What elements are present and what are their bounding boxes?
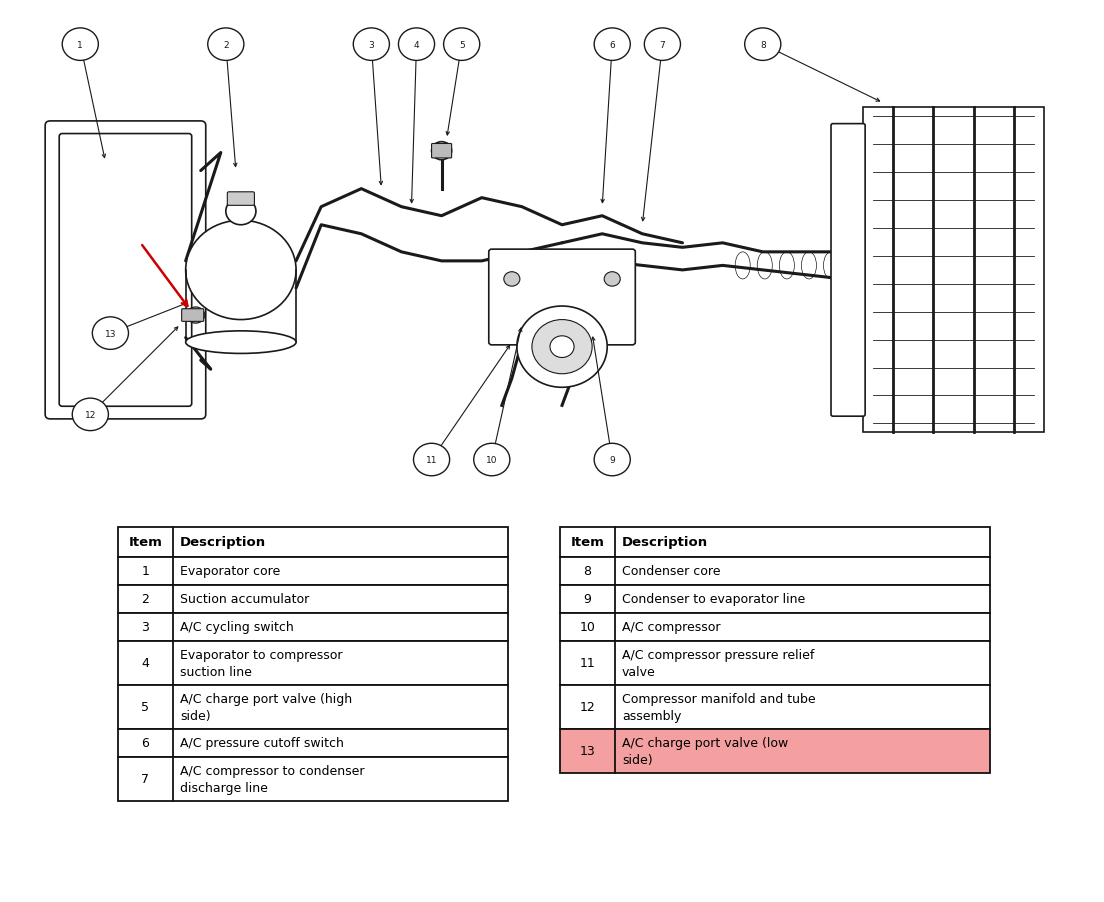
Text: Evaporator to compressor
suction line: Evaporator to compressor suction line xyxy=(180,649,342,677)
Bar xyxy=(560,613,990,641)
Circle shape xyxy=(503,272,520,287)
Text: Item: Item xyxy=(571,536,604,548)
Circle shape xyxy=(745,29,781,61)
Text: 5: 5 xyxy=(459,41,465,50)
Bar xyxy=(560,557,990,585)
Bar xyxy=(118,527,508,557)
Text: 5: 5 xyxy=(141,701,149,713)
Bar xyxy=(118,585,508,613)
Text: Evaporator core: Evaporator core xyxy=(180,565,280,577)
Text: 7: 7 xyxy=(659,41,666,50)
Circle shape xyxy=(72,399,108,431)
Text: A/C compressor: A/C compressor xyxy=(622,621,721,633)
Text: 8: 8 xyxy=(760,41,766,50)
Text: 10: 10 xyxy=(486,456,498,465)
Circle shape xyxy=(517,307,607,388)
Ellipse shape xyxy=(185,331,296,354)
Text: 2: 2 xyxy=(141,593,149,605)
Circle shape xyxy=(208,29,244,61)
Circle shape xyxy=(604,272,620,287)
Circle shape xyxy=(414,444,449,476)
Circle shape xyxy=(444,29,480,61)
Text: A/C charge port valve (low
side): A/C charge port valve (low side) xyxy=(622,736,788,766)
Text: 9: 9 xyxy=(609,456,615,465)
Text: Item: Item xyxy=(128,536,162,548)
Bar xyxy=(560,641,990,685)
Text: Description: Description xyxy=(180,536,266,548)
Text: Condenser core: Condenser core xyxy=(622,565,721,577)
Text: A/C compressor to condenser
discharge line: A/C compressor to condenser discharge li… xyxy=(180,764,364,794)
Text: 1: 1 xyxy=(141,565,149,577)
Text: 1: 1 xyxy=(77,41,83,50)
Text: 12: 12 xyxy=(580,701,595,713)
Circle shape xyxy=(594,29,630,61)
Circle shape xyxy=(62,29,98,61)
Text: 12: 12 xyxy=(85,410,96,419)
Text: Suction accumulator: Suction accumulator xyxy=(180,593,309,605)
Bar xyxy=(560,729,990,773)
Text: 6: 6 xyxy=(609,41,615,50)
Text: 9: 9 xyxy=(584,593,592,605)
Text: 7: 7 xyxy=(141,772,149,786)
Circle shape xyxy=(93,318,128,350)
Circle shape xyxy=(432,143,452,161)
Text: 6: 6 xyxy=(141,737,149,750)
FancyBboxPatch shape xyxy=(227,192,254,207)
Circle shape xyxy=(645,29,680,61)
Bar xyxy=(560,685,990,729)
Text: 11: 11 xyxy=(580,657,595,669)
Text: Description: Description xyxy=(622,536,708,548)
FancyBboxPatch shape xyxy=(831,124,866,417)
Bar xyxy=(863,108,1043,433)
Text: Condenser to evaporator line: Condenser to evaporator line xyxy=(622,593,805,605)
Text: 11: 11 xyxy=(426,456,437,465)
Bar xyxy=(118,557,508,585)
Circle shape xyxy=(474,444,510,476)
FancyBboxPatch shape xyxy=(432,144,452,159)
FancyBboxPatch shape xyxy=(182,309,204,322)
Circle shape xyxy=(532,320,592,374)
Circle shape xyxy=(353,29,390,61)
Text: 3: 3 xyxy=(369,41,374,50)
Text: A/C cycling switch: A/C cycling switch xyxy=(180,621,294,633)
Text: 4: 4 xyxy=(141,657,149,669)
Bar xyxy=(118,641,508,685)
Text: 13: 13 xyxy=(580,744,595,758)
Bar xyxy=(118,613,508,641)
Circle shape xyxy=(187,308,204,324)
Bar xyxy=(118,729,508,757)
FancyBboxPatch shape xyxy=(489,250,635,345)
Text: 3: 3 xyxy=(141,621,149,633)
Circle shape xyxy=(185,221,296,320)
Bar xyxy=(560,585,990,613)
Text: 10: 10 xyxy=(580,621,595,633)
Circle shape xyxy=(226,198,256,226)
Text: 4: 4 xyxy=(414,41,420,50)
Text: 2: 2 xyxy=(223,41,229,50)
Bar xyxy=(560,527,990,557)
Bar xyxy=(118,685,508,729)
Circle shape xyxy=(399,29,435,61)
Circle shape xyxy=(594,444,630,476)
Circle shape xyxy=(550,336,574,358)
Text: A/C charge port valve (high
side): A/C charge port valve (high side) xyxy=(180,693,352,722)
Text: Compressor manifold and tube
assembly: Compressor manifold and tube assembly xyxy=(622,693,816,722)
Bar xyxy=(118,757,508,801)
Text: A/C pressure cutoff switch: A/C pressure cutoff switch xyxy=(180,737,343,750)
Text: 8: 8 xyxy=(584,565,592,577)
FancyBboxPatch shape xyxy=(45,122,205,419)
FancyBboxPatch shape xyxy=(60,134,192,407)
Text: 13: 13 xyxy=(105,329,116,338)
Text: A/C compressor pressure relief
valve: A/C compressor pressure relief valve xyxy=(622,649,815,677)
